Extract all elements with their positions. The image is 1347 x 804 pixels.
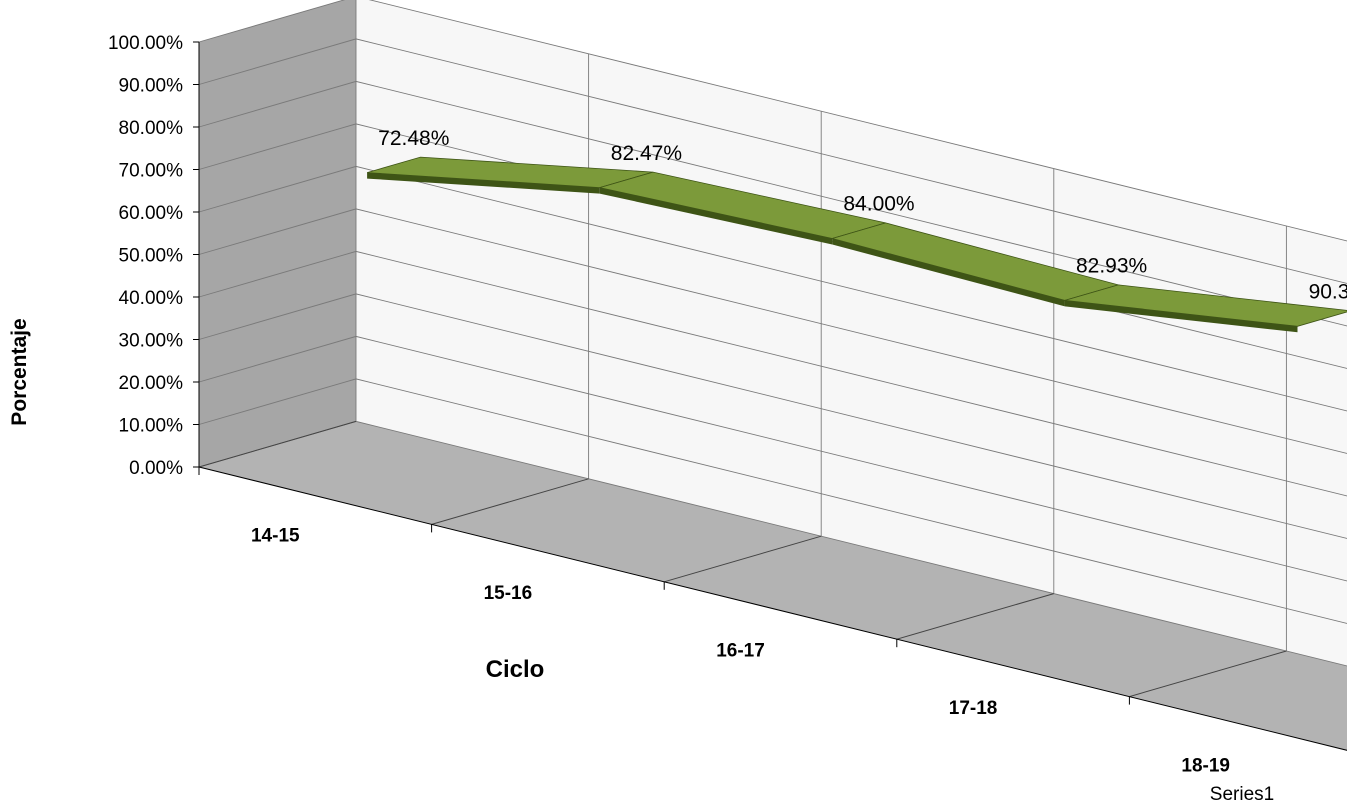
- back-wall: [356, 0, 1347, 666]
- data-label: 82.93%: [1076, 255, 1147, 278]
- ribbon-segment: [1064, 284, 1347, 327]
- ribbon-edge: [832, 238, 1065, 307]
- x-tick-label: 14-15: [251, 526, 300, 547]
- y-tick-label: 50.00%: [119, 246, 184, 267]
- y-tick-label: 100.00%: [108, 33, 183, 54]
- y-tick-label: 30.00%: [119, 331, 184, 352]
- y-axis-ticks: 0.00% 10.00% 20.00% 30.00% 40.00% 50.00% 60.00…: [108, 33, 199, 479]
- y-tick-label: 40.00%: [119, 288, 184, 309]
- y-tick-label: 10.00%: [119, 416, 184, 437]
- y-tick-label: 80.00%: [119, 118, 184, 139]
- gridline: [198, 0, 1347, 242]
- floor-divider: [431, 478, 589, 525]
- ribbon-edge: [367, 172, 600, 194]
- y-tick-label: 60.00%: [119, 203, 184, 224]
- data-label: 82.47%: [611, 142, 682, 165]
- x-axis-ticks: 14-15 15-16 16-17 17-18 18-19: [198, 467, 1230, 776]
- gridlines: [198, 0, 1347, 751]
- data-label: 90.35%: [1309, 281, 1347, 304]
- chart-walls: [199, 0, 1347, 751]
- data-label: 72.48%: [378, 127, 449, 150]
- x-tick-label: 17-18: [949, 698, 998, 719]
- data-labels: 72.48% 82.47% 84.00% 82.93% 90.35%: [378, 127, 1347, 304]
- data-label: 84.00%: [843, 193, 914, 216]
- side-wall: [199, 0, 356, 467]
- series-axis-label: Series1: [1210, 784, 1274, 804]
- x-tick-label: 18-19: [1181, 755, 1230, 776]
- x-axis-title: Ciclo: [486, 656, 545, 683]
- y-tick-label: 70.00%: [119, 161, 184, 182]
- floor-divider: [896, 593, 1054, 640]
- y-tick-label: 20.00%: [119, 373, 184, 394]
- series-ribbon: [366, 156, 1347, 333]
- floor-divider: [664, 535, 822, 583]
- y-axis-title: Porcentaje: [8, 318, 31, 425]
- floor-divider: [198, 420, 357, 468]
- floor-divider: [1129, 650, 1287, 698]
- x-tick-label: 16-17: [716, 641, 765, 662]
- y-tick-label: 0.00%: [129, 458, 183, 479]
- x-axis-line: [198, 466, 1347, 751]
- x-tick-label: 15-16: [484, 583, 533, 604]
- ribbon-edge: [1064, 300, 1298, 333]
- y-tick-label: 90.00%: [119, 76, 184, 97]
- floor: [199, 421, 1347, 751]
- ribbon-edge: [599, 187, 833, 245]
